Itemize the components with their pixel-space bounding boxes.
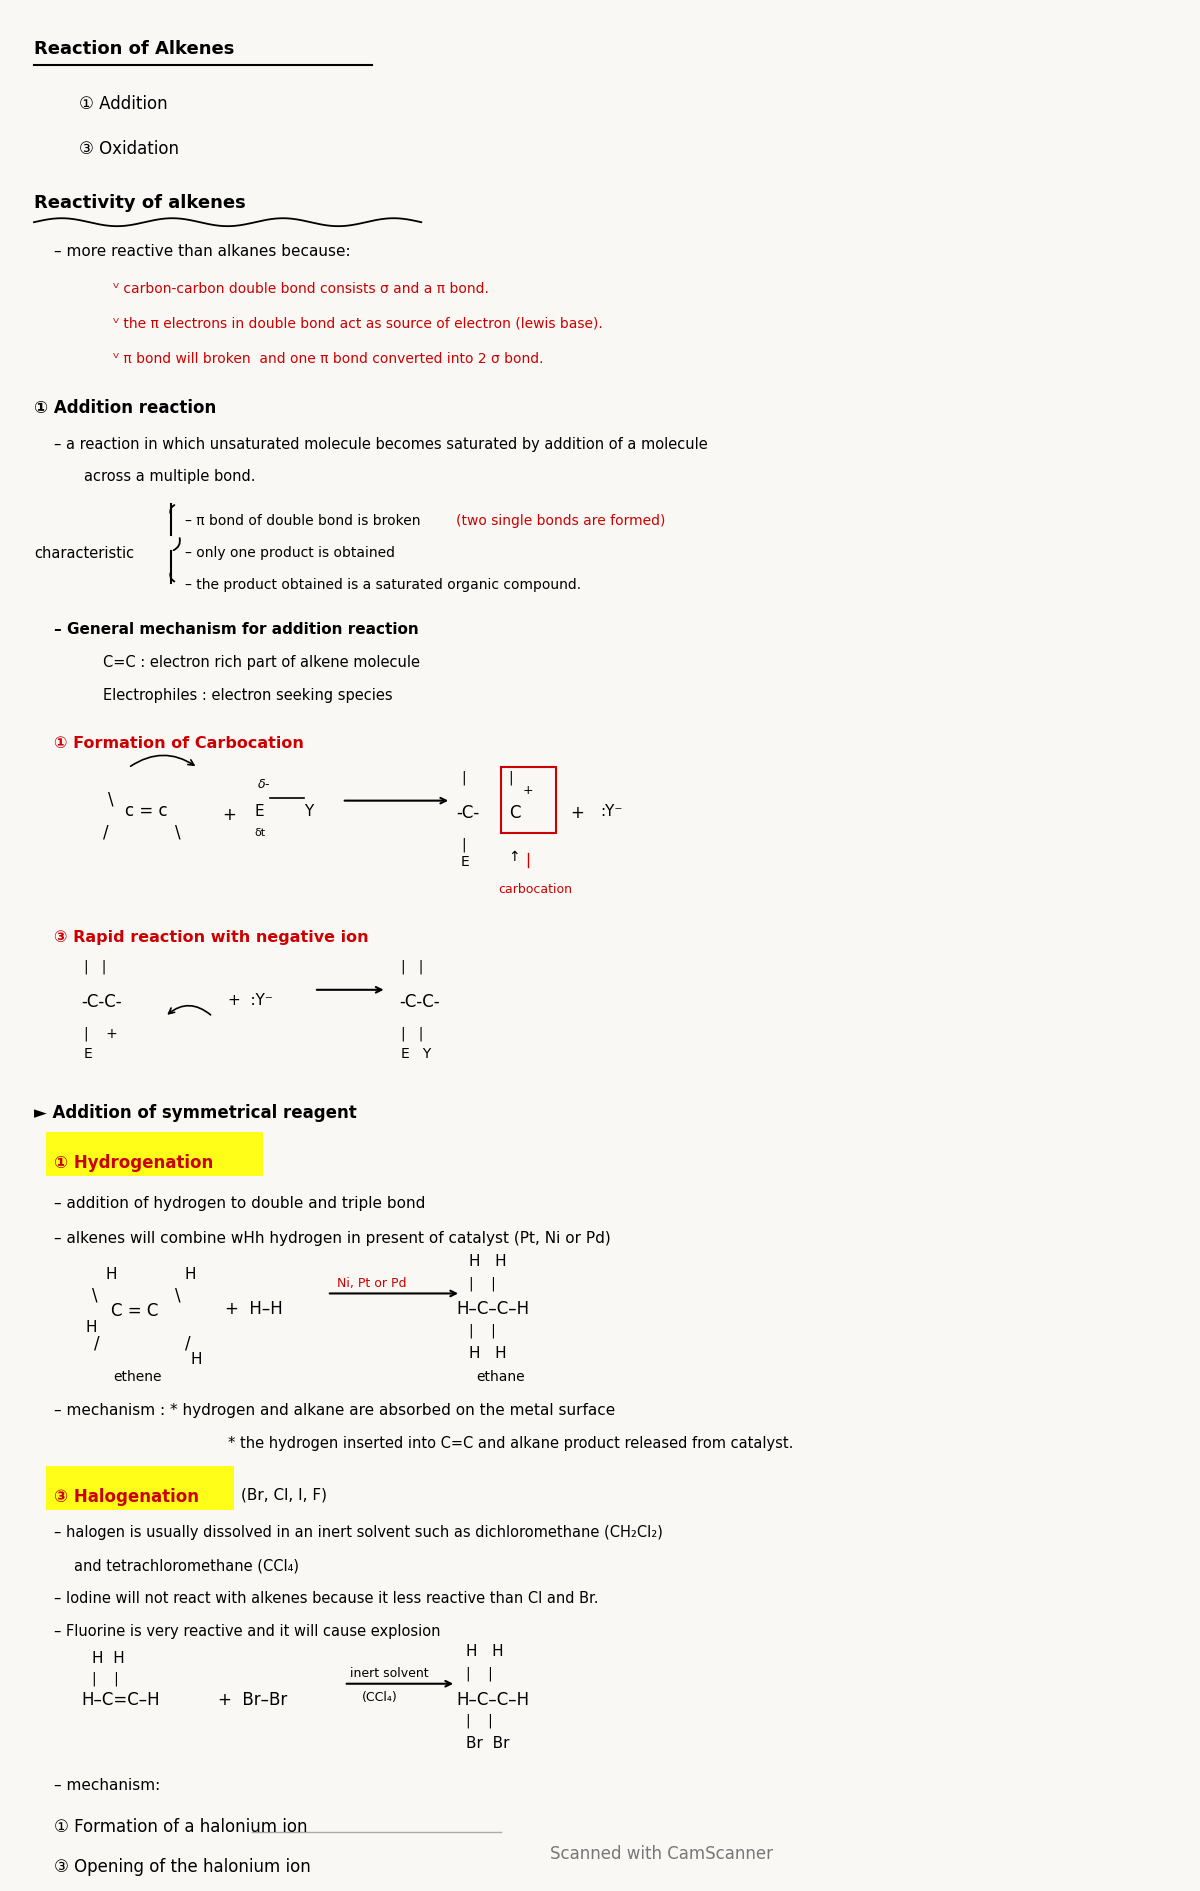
Text: \: \	[175, 1286, 180, 1305]
Text: /: /	[103, 824, 109, 841]
Text: ③ Oxidation: ③ Oxidation	[79, 140, 179, 157]
Text: – Iodine will not react with alkenes because it less reactive than Cl and Br.: – Iodine will not react with alkenes bec…	[54, 1590, 599, 1605]
Text: Reactivity of alkenes: Reactivity of alkenes	[34, 195, 246, 212]
Text: ethene: ethene	[114, 1371, 162, 1384]
Text: :Y⁻: :Y⁻	[600, 804, 623, 819]
Text: |    +: | +	[84, 1027, 118, 1042]
Text: – mechanism : * hydrogen and alkane are absorbed on the metal surface: – mechanism : * hydrogen and alkane are …	[54, 1403, 616, 1418]
Text: +  H–H: + H–H	[224, 1301, 282, 1318]
Text: – addition of hydrogen to double and triple bond: – addition of hydrogen to double and tri…	[54, 1195, 425, 1210]
Text: ⱽ carbon-carbon double bond consists σ and a π bond.: ⱽ carbon-carbon double bond consists σ a…	[114, 282, 490, 295]
Text: – π bond of double bond is broken: – π bond of double bond is broken	[185, 514, 420, 528]
Text: across a multiple bond.: across a multiple bond.	[84, 469, 256, 484]
Text: * the hydrogen inserted into C=C and alkane product released from catalyst.: * the hydrogen inserted into C=C and alk…	[228, 1435, 793, 1450]
Text: E: E	[254, 804, 264, 819]
Text: ① Addition reaction: ① Addition reaction	[34, 399, 216, 418]
Text: E   Y: E Y	[401, 1046, 432, 1061]
Text: carbocation: carbocation	[499, 883, 572, 896]
Text: H: H	[106, 1267, 116, 1282]
Text: |   |: | |	[401, 961, 424, 974]
Text: – mechanism:: – mechanism:	[54, 1778, 160, 1793]
Text: H   H: H H	[469, 1346, 506, 1362]
Text: (CCl₄): (CCl₄)	[361, 1691, 397, 1704]
Text: |: |	[461, 838, 466, 853]
Text: (two single bonds are formed): (two single bonds are formed)	[456, 514, 665, 528]
Text: E: E	[461, 855, 469, 870]
Text: C: C	[509, 804, 520, 821]
Text: H  H: H H	[91, 1651, 125, 1666]
Text: characteristic: characteristic	[34, 546, 134, 562]
Text: ethane: ethane	[476, 1371, 524, 1384]
Text: ③ Rapid reaction with negative ion: ③ Rapid reaction with negative ion	[54, 930, 368, 946]
Text: -C-C-: -C-C-	[82, 993, 122, 1012]
Text: Y: Y	[304, 804, 313, 819]
Text: – more reactive than alkanes because:: – more reactive than alkanes because:	[54, 244, 350, 259]
Text: – General mechanism for addition reaction: – General mechanism for addition reactio…	[54, 622, 419, 637]
Text: C = C: C = C	[112, 1303, 158, 1320]
Text: and tetrachloromethane (CCl₄): and tetrachloromethane (CCl₄)	[73, 1558, 299, 1573]
Text: |: |	[461, 772, 466, 785]
Text: E: E	[84, 1046, 92, 1061]
Text: ① Formation of Carbocation: ① Formation of Carbocation	[54, 736, 304, 751]
Text: -C-: -C-	[456, 804, 479, 821]
Text: Scanned with CamScanner: Scanned with CamScanner	[551, 1846, 773, 1863]
Text: |   |: | |	[84, 961, 106, 974]
Text: inert solvent: inert solvent	[349, 1666, 428, 1679]
Text: Electrophiles : electron seeking species: Electrophiles : electron seeking species	[103, 688, 394, 703]
Text: H: H	[85, 1320, 97, 1335]
Text: |    |: | |	[469, 1276, 496, 1292]
Text: |    |: | |	[469, 1324, 496, 1337]
Text: -C-C-: -C-C-	[400, 993, 440, 1012]
Text: ① Formation of a halonium ion: ① Formation of a halonium ion	[54, 1817, 307, 1836]
Text: H   H: H H	[469, 1254, 506, 1269]
Text: H–C=C–H: H–C=C–H	[82, 1691, 161, 1709]
Text: +: +	[570, 804, 584, 821]
Text: |: |	[509, 772, 514, 785]
Text: δt: δt	[254, 828, 265, 838]
Text: $\delta$-: $\delta$-	[257, 777, 271, 790]
FancyBboxPatch shape	[46, 1466, 234, 1509]
Text: \: \	[175, 824, 180, 841]
Text: |    |: | |	[466, 1666, 493, 1681]
Text: ⱽ π bond will broken  and one π bond converted into 2 σ bond.: ⱽ π bond will broken and one π bond conv…	[114, 352, 544, 365]
Text: ↑: ↑	[509, 851, 521, 864]
Text: C=C : electron rich part of alkene molecule: C=C : electron rich part of alkene molec…	[103, 656, 420, 669]
Text: |    |: | |	[91, 1672, 119, 1687]
Text: H: H	[191, 1352, 203, 1367]
Text: |   |: | |	[401, 1027, 424, 1042]
Text: +  :Y⁻: + :Y⁻	[228, 993, 272, 1008]
Text: – halogen is usually dissolved in an inert solvent such as dichloromethane (CH₂C: – halogen is usually dissolved in an ine…	[54, 1526, 662, 1541]
Text: +: +	[522, 783, 533, 796]
Text: ③ Opening of the halonium ion: ③ Opening of the halonium ion	[54, 1859, 311, 1876]
Text: \: \	[108, 790, 114, 809]
Text: ⱽ the π electrons in double bond act as source of electron (lewis base).: ⱽ the π electrons in double bond act as …	[114, 318, 604, 331]
Text: ► Addition of symmetrical reagent: ► Addition of symmetrical reagent	[34, 1104, 356, 1121]
Text: Ni, Pt or Pd: Ni, Pt or Pd	[337, 1276, 407, 1290]
Text: – Fluorine is very reactive and it will cause explosion: – Fluorine is very reactive and it will …	[54, 1624, 440, 1639]
Text: Reaction of Alkenes: Reaction of Alkenes	[34, 40, 234, 59]
Text: (Br, Cl, I, F): (Br, Cl, I, F)	[240, 1488, 326, 1503]
Text: +  Br–Br: + Br–Br	[217, 1691, 287, 1709]
Text: |    |: | |	[466, 1713, 493, 1728]
Text: +: +	[223, 806, 236, 824]
Text: H–C–C–H: H–C–C–H	[456, 1691, 529, 1709]
Text: /: /	[94, 1335, 100, 1352]
Text: – a reaction in which unsaturated molecule becomes saturated by addition of a mo: – a reaction in which unsaturated molecu…	[54, 437, 708, 452]
Text: c = c: c = c	[125, 802, 168, 819]
Text: /: /	[185, 1335, 191, 1352]
Text: – alkenes will combine wHh hydrogen in present of catalyst (Pt, Ni or Pd): – alkenes will combine wHh hydrogen in p…	[54, 1231, 611, 1246]
Text: Br  Br: Br Br	[466, 1736, 510, 1751]
Text: H   H: H H	[466, 1643, 504, 1658]
Text: – only one product is obtained: – only one product is obtained	[185, 546, 395, 560]
Text: ① Hydrogenation: ① Hydrogenation	[54, 1154, 214, 1172]
Text: \: \	[91, 1286, 97, 1305]
Text: H: H	[185, 1267, 197, 1282]
Text: – the product obtained is a saturated organic compound.: – the product obtained is a saturated or…	[185, 577, 581, 592]
Text: H–C–C–H: H–C–C–H	[456, 1301, 529, 1318]
Text: ③ Halogenation: ③ Halogenation	[54, 1488, 199, 1505]
FancyBboxPatch shape	[46, 1133, 263, 1176]
Text: ① Addition: ① Addition	[79, 95, 167, 113]
